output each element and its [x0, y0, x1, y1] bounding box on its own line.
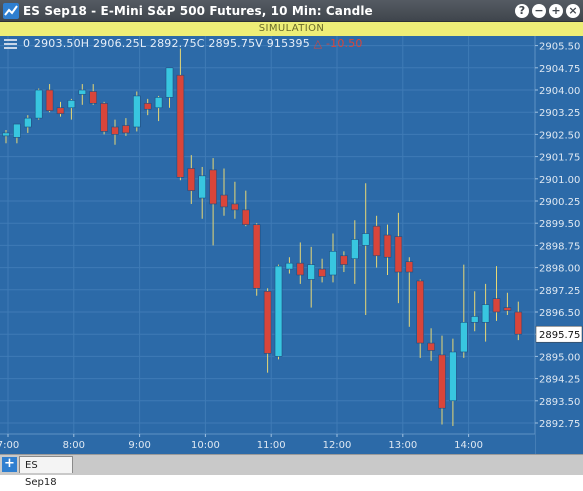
simulation-banner: SIMULATION: [0, 22, 583, 36]
candle-up: [23, 117, 32, 128]
candle-down: [252, 224, 261, 289]
close-button[interactable]: ×: [566, 4, 580, 18]
x-tick-label: 12:00: [323, 440, 352, 451]
x-tick-label: 14:00: [454, 440, 483, 451]
candle-down: [220, 194, 228, 208]
candle-down: [318, 268, 326, 277]
candle-up: [165, 67, 174, 98]
y-tick-label: 2896.50: [539, 308, 580, 319]
y-axis-panel: [535, 36, 583, 454]
y-tick-label: 2901.00: [539, 175, 580, 186]
y-tick-label: 2902.50: [539, 130, 580, 141]
candle-up: [481, 304, 490, 323]
minimize-button[interactable]: −: [532, 4, 546, 18]
candle-down: [263, 290, 272, 354]
y-tick-label: 2904.00: [539, 86, 580, 97]
candle-down: [45, 89, 54, 112]
candle-down: [187, 168, 196, 191]
y-tick-label: 2905.50: [539, 42, 580, 53]
x-tick-label: 7:00: [0, 440, 19, 451]
tab-bar: + ES Sep18: [0, 454, 583, 488]
y-tick-label: 2894.25: [539, 375, 580, 386]
x-tick-label: 8:00: [63, 440, 85, 451]
maximize-button[interactable]: +: [549, 4, 563, 18]
candle-up: [67, 100, 76, 109]
candle-up: [78, 89, 87, 95]
candle-down: [394, 236, 403, 273]
candle-down: [56, 107, 65, 114]
candle-down: [372, 225, 381, 257]
quote-high: 2906.25L: [92, 37, 147, 50]
current-price-box: [535, 325, 583, 343]
chart-app-icon: [3, 3, 19, 19]
tab-es-sep18[interactable]: ES Sep18: [19, 456, 73, 488]
chart-menu-icon[interactable]: [4, 39, 17, 50]
candle-down: [503, 307, 512, 311]
candle-down: [492, 298, 501, 313]
x-tick-label: 9:00: [128, 440, 150, 451]
help-button[interactable]: ?: [515, 4, 529, 18]
candle-down: [405, 261, 414, 273]
candle-up: [274, 265, 283, 357]
chart-area[interactable]: 2905.50 2904.75 2904.00 2903.25 2902.50 2901.…: [0, 36, 583, 454]
candle-up: [307, 264, 316, 280]
candle-down: [242, 209, 250, 225]
y-tick-label: 2900.25: [539, 197, 580, 208]
candle-down: [427, 342, 435, 351]
candle-down: [231, 203, 239, 211]
candle-up: [459, 322, 468, 353]
quote-open: 2903.50H: [33, 37, 90, 50]
candlestick-chart[interactable]: 2905.50 2904.75 2904.00 2903.25 2902.50 2901.…: [0, 36, 583, 454]
y-tick-label: 2893.50: [539, 397, 580, 408]
candle-up: [350, 239, 359, 260]
candle-up: [329, 251, 337, 276]
candle-down: [514, 311, 523, 335]
candle-down: [122, 125, 130, 134]
candle-down: [89, 91, 97, 104]
y-tick-label: 2892.75: [539, 419, 580, 430]
candle-up: [2, 132, 10, 137]
y-tick-label: 2897.25: [539, 286, 580, 297]
quote-prefix: 0: [23, 37, 31, 50]
candle-up: [13, 123, 21, 138]
x-tick-label: 13:00: [388, 440, 417, 451]
add-tab-button[interactable]: +: [2, 457, 17, 472]
candle-up: [285, 262, 294, 270]
y-tick-label: 2903.25: [539, 108, 580, 119]
candle-down: [111, 126, 119, 135]
y-tick-label: 2898.75: [539, 241, 580, 252]
candle-down: [176, 74, 185, 178]
candle-down: [296, 262, 305, 276]
candle-down: [416, 280, 425, 344]
candle-down: [340, 255, 348, 265]
window-title: ES Sep18 - E-Mini S&P 500 Futures, 10 Mi…: [23, 4, 373, 18]
candle-up: [198, 175, 206, 199]
candle-up: [449, 351, 457, 402]
quote-change: △ -10.50: [313, 37, 363, 50]
candle-up: [470, 316, 479, 323]
candle-up: [154, 97, 163, 109]
candle-up: [133, 95, 141, 128]
quote-low: 2892.75C: [149, 37, 205, 50]
window-title-bar[interactable]: ES Sep18 - E-Mini S&P 500 Futures, 10 Mi…: [0, 0, 583, 22]
current-price-label: 2895.75: [539, 330, 580, 341]
candle-down: [383, 234, 392, 258]
candle-down: [143, 103, 152, 110]
y-tick-label: 2901.75: [539, 153, 580, 164]
y-tick-label: 2898.00: [539, 264, 580, 275]
x-tick-label: 10:00: [191, 440, 220, 451]
quote-summary: 0 2903.50H 2906.25L 2892.75C 2895.75V 91…: [23, 37, 363, 50]
y-tick-label: 2899.50: [539, 219, 580, 230]
candle-down: [100, 103, 108, 132]
candle-down: [438, 354, 446, 409]
quote-close: 2895.75V: [208, 37, 263, 50]
quote-volume: 915395: [266, 37, 310, 50]
x-axis-panel: [0, 434, 535, 454]
candle-down: [209, 169, 217, 205]
y-tick-label: 2904.75: [539, 64, 580, 75]
candle-up: [361, 233, 370, 246]
candle-up: [34, 89, 43, 119]
y-tick-label: 2895.00: [539, 352, 580, 363]
x-tick-label: 11:00: [257, 440, 286, 451]
